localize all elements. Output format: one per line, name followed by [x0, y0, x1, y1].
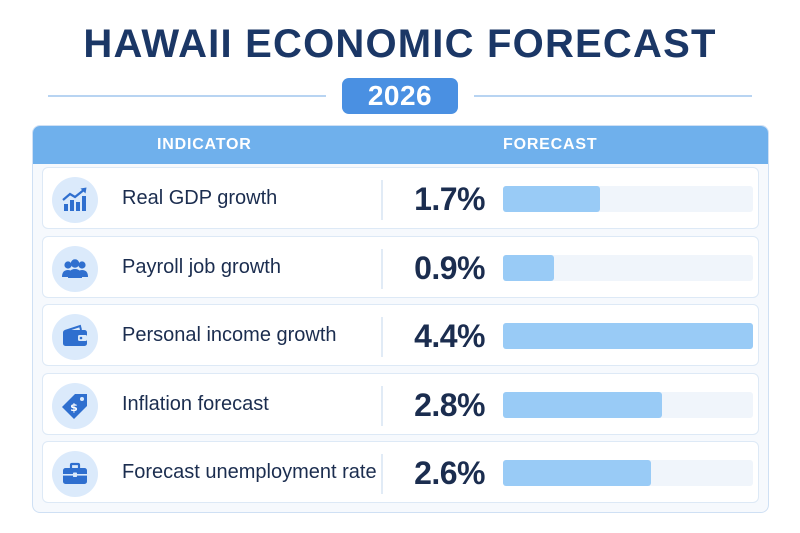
- row-divider: [381, 454, 383, 494]
- bar: [503, 186, 600, 212]
- category-label: Real GDP growth: [122, 187, 278, 209]
- divider-left: [48, 95, 326, 97]
- bar: [503, 391, 662, 418]
- bar-track: [503, 254, 753, 281]
- forecast-table: INDICATOR FORECAST Real GDP growth 1.7% Pa…: [32, 125, 769, 513]
- svg-text:$: $: [70, 401, 78, 414]
- bar: [503, 323, 753, 349]
- bar-track: [503, 323, 753, 349]
- bar-track: [503, 391, 753, 418]
- data-label: 0.9%: [414, 249, 485, 286]
- year-badge: 2026: [342, 78, 458, 114]
- category-label: Payroll job growth: [122, 255, 281, 278]
- row-divider: [381, 180, 383, 220]
- row-divider: [381, 317, 383, 357]
- column-header-indicator: INDICATOR: [157, 136, 252, 153]
- category-label: Forecast unemployment rate: [122, 461, 377, 483]
- column-header-forecast: FORECAST: [503, 136, 598, 153]
- data-label: 2.8%: [414, 386, 485, 423]
- price-tag-icon: $: [52, 382, 98, 429]
- bar: [503, 460, 651, 486]
- chart-growth-icon: [52, 177, 98, 223]
- briefcase-icon: [52, 451, 98, 497]
- bar-track: [503, 460, 753, 486]
- row-divider: [381, 248, 383, 289]
- category-label: Inflation forecast: [122, 392, 269, 415]
- data-label: 4.4%: [414, 318, 485, 354]
- bar-track: [503, 186, 753, 212]
- divider-right: [474, 95, 752, 97]
- people-icon: [52, 245, 98, 292]
- table-row: $ Inflation forecast 2.8%: [42, 372, 759, 435]
- category-label: Personal income growth: [122, 324, 337, 346]
- page-title: HAWAII ECONOMIC FORECAST: [83, 22, 717, 66]
- table-row: Real GDP growth 1.7%: [42, 167, 759, 229]
- table-row: Payroll job growth 0.9%: [42, 235, 759, 298]
- row-divider: [381, 385, 383, 426]
- data-label: 2.6%: [414, 455, 485, 491]
- wallet-icon: [52, 314, 98, 360]
- year-row: 2026: [48, 78, 752, 114]
- table-row: Personal income growth 4.4%: [42, 304, 759, 366]
- table-row: Forecast unemployment rate 2.6%: [42, 441, 759, 503]
- data-label: 1.7%: [414, 181, 485, 217]
- table-header: INDICATOR FORECAST: [33, 126, 768, 164]
- bar: [503, 254, 554, 281]
